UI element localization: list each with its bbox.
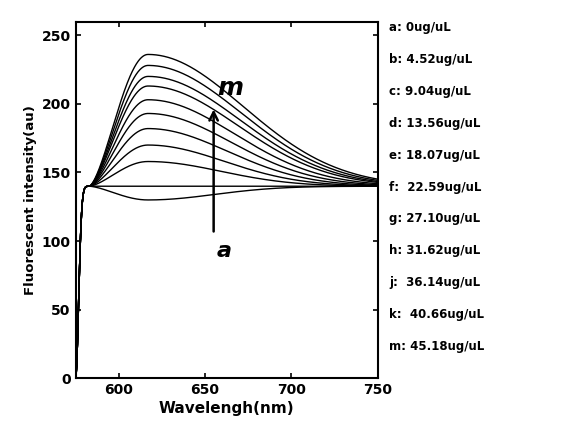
Text: a: a	[217, 241, 232, 261]
Text: m: m	[217, 76, 243, 100]
Text: h: 31.62ug/uL: h: 31.62ug/uL	[389, 244, 480, 257]
Text: b: 4.52ug/uL: b: 4.52ug/uL	[389, 53, 472, 66]
Text: f:  22.59ug/uL: f: 22.59ug/uL	[389, 181, 482, 194]
Text: j:  36.14ug/uL: j: 36.14ug/uL	[389, 276, 480, 289]
Text: d: 13.56ug/uL: d: 13.56ug/uL	[389, 117, 480, 130]
X-axis label: Wavelengh(nm): Wavelengh(nm)	[159, 402, 295, 416]
Text: m: 45.18ug/uL: m: 45.18ug/uL	[389, 340, 485, 353]
Y-axis label: Fluorescent intensity(au): Fluorescent intensity(au)	[24, 105, 37, 295]
Text: g: 27.10ug/uL: g: 27.10ug/uL	[389, 212, 480, 225]
Text: c: 9.04ug/uL: c: 9.04ug/uL	[389, 85, 471, 98]
Text: k:  40.66ug/uL: k: 40.66ug/uL	[389, 308, 485, 321]
Text: e: 18.07ug/uL: e: 18.07ug/uL	[389, 149, 480, 162]
Text: a: 0ug/uL: a: 0ug/uL	[389, 22, 451, 34]
